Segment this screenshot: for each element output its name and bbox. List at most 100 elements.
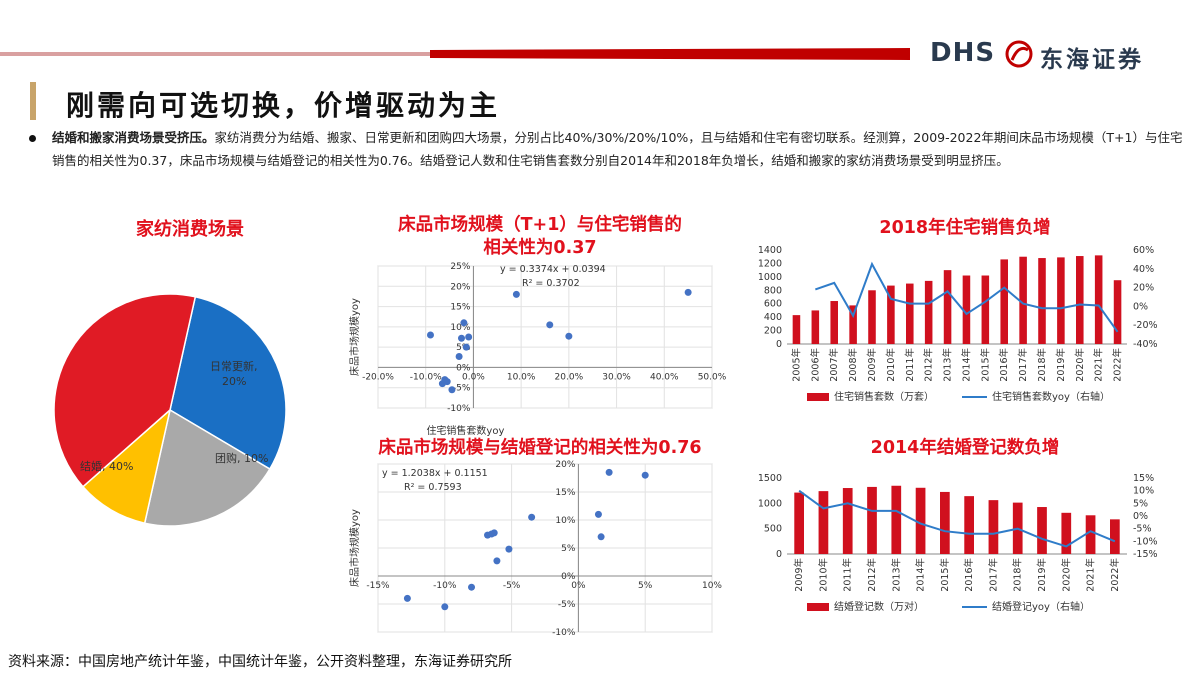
bar (891, 485, 902, 554)
bar (849, 305, 857, 344)
regression-r2: R² = 0.3702 (522, 278, 580, 289)
bar (794, 492, 804, 554)
scatter-point (448, 386, 456, 394)
x-tick-label: -15% (366, 581, 390, 591)
category-label: 2010年 (817, 558, 829, 592)
y-tick-label: 25% (450, 262, 470, 272)
x-tick-label: 20.0% (555, 372, 584, 382)
regression-r2: R² = 0.7593 (404, 482, 462, 493)
y-tick-label: 10% (555, 516, 575, 526)
y-tick-label: -5% (453, 384, 471, 394)
x-tick-label: 0.0% (462, 372, 485, 382)
scatter-chart-housing: -20.0% -10.0% 0.0% 10.0% 20.0% 30.0% 40.0% 50.0… (348, 262, 727, 437)
pie-label-line: 日常更新, (210, 359, 258, 373)
scatter-point (460, 319, 468, 327)
right-tick-label: 0% (1133, 301, 1148, 312)
category-label: 2019年 (1036, 558, 1048, 592)
scatter-point (455, 352, 463, 360)
scatter-point (426, 331, 434, 339)
scatter-point (490, 529, 498, 537)
scatter-point (528, 513, 536, 521)
left-tick-label: 800 (764, 285, 782, 296)
company-logo: DHS 东海证券 (930, 34, 1170, 74)
bar (887, 285, 895, 344)
category-label: 2021年 (1093, 348, 1105, 382)
summary-body: 家纺消费分为结婚、搬家、日常更新和团购四大场景，分别占比40%/30%/20%/… (52, 130, 1183, 168)
pie-label-line: 团购, 10% (215, 451, 268, 465)
combo-chart-marriage: 0 500 1000 1500 -15% -10%-5% 0% 5%10% 15% 2009年 20… (758, 473, 1158, 613)
right-tick-label: -10% (1133, 536, 1158, 547)
left-tick-label: 200 (764, 326, 782, 337)
scatter1-title: 床品市场规模（T+1）与住宅销售的 相关性为0.37 (398, 215, 682, 258)
regression-equation: y = 1.2038x + 0.1151 (382, 468, 488, 479)
legend-bar-label: 结婚登记数（万对） (834, 600, 924, 613)
scatter-point (458, 334, 465, 342)
x-tick-label: 50.0% (698, 372, 727, 382)
category-label: 2012年 (923, 348, 935, 382)
scatter-point (641, 471, 649, 479)
scatter-chart-marriage: -15% -10% -5% 0% 5% 10% -10% -5% 0% 5% 10% 15% 20% y … (348, 460, 722, 638)
scatter-point (594, 510, 602, 518)
scatter-point (465, 333, 473, 341)
logo-text: DHS (930, 38, 996, 68)
scatter-point (684, 288, 692, 296)
category-label: 2021年 (1085, 558, 1097, 592)
right-tick-label: -40% (1133, 339, 1158, 350)
x-tick-label: 5% (638, 581, 653, 591)
pie-slice-1 (143, 408, 271, 527)
yoy-line (798, 489, 1116, 548)
right-tick-label: -5% (1133, 524, 1152, 535)
right-tick-label: -20% (1133, 320, 1158, 331)
bar (1061, 512, 1072, 554)
pie-label-2: 团购, 10% (215, 451, 268, 465)
bar (868, 290, 876, 344)
left-tick-label: 600 (764, 299, 782, 310)
category-label: 2015年 (939, 558, 951, 592)
category-label: 2007年 (828, 348, 840, 382)
bar (988, 500, 999, 554)
category-label: 2017年 (987, 558, 999, 592)
category-label: 2011年 (842, 558, 854, 592)
right-tick-label: 10% (1133, 486, 1154, 497)
category-label: 2015年 (979, 348, 991, 382)
scatter-point (597, 533, 605, 541)
bar (1085, 515, 1096, 554)
y-tick-label: 0% (456, 363, 471, 373)
regression-equation: y = 0.3374x + 0.0394 (500, 264, 606, 275)
left-tick-label: 1200 (758, 258, 782, 269)
x-tick-label: 40.0% (650, 372, 679, 382)
left-tick-label: 1500 (758, 473, 782, 484)
category-label: 2012年 (866, 558, 878, 592)
pie-slice-2 (81, 407, 172, 525)
scatter-point (443, 378, 451, 386)
bar (830, 301, 838, 344)
category-label: 2020年 (1060, 558, 1072, 592)
scatter-point (462, 343, 470, 351)
y-tick-label: -5% (558, 600, 576, 610)
pie-label-1: 日常更新, 20% (210, 359, 258, 388)
header-accent-bar (0, 48, 910, 60)
category-label: 2010年 (885, 348, 897, 382)
category-label: 2011年 (904, 348, 916, 382)
scatter-point (468, 583, 476, 591)
x-tick-label: -10.0% (410, 372, 442, 382)
category-label: 2016年 (963, 558, 975, 592)
logo-emblem-icon (1005, 40, 1033, 68)
yoy-line (815, 261, 1119, 333)
bar (981, 275, 990, 344)
category-label: 2014年 (960, 348, 972, 382)
right-tick-label: 5% (1133, 498, 1148, 509)
legend-bar-swatch (807, 603, 829, 611)
bar (964, 496, 974, 554)
pie-slice-3 (53, 293, 197, 488)
category-label: 2014年 (915, 558, 927, 592)
x-tick-label: 10.0% (507, 372, 536, 382)
category-label: 2009年 (793, 558, 805, 592)
right-tick-label: 20% (1133, 283, 1154, 294)
category-label: 2009年 (866, 348, 878, 382)
bar (915, 487, 926, 554)
y-tick-label: -10% (552, 628, 576, 638)
left-tick-label: 0 (776, 549, 782, 560)
right-tick-label: -15% (1133, 549, 1158, 560)
y-axis-title: 床品市场规模yoy (348, 509, 361, 587)
